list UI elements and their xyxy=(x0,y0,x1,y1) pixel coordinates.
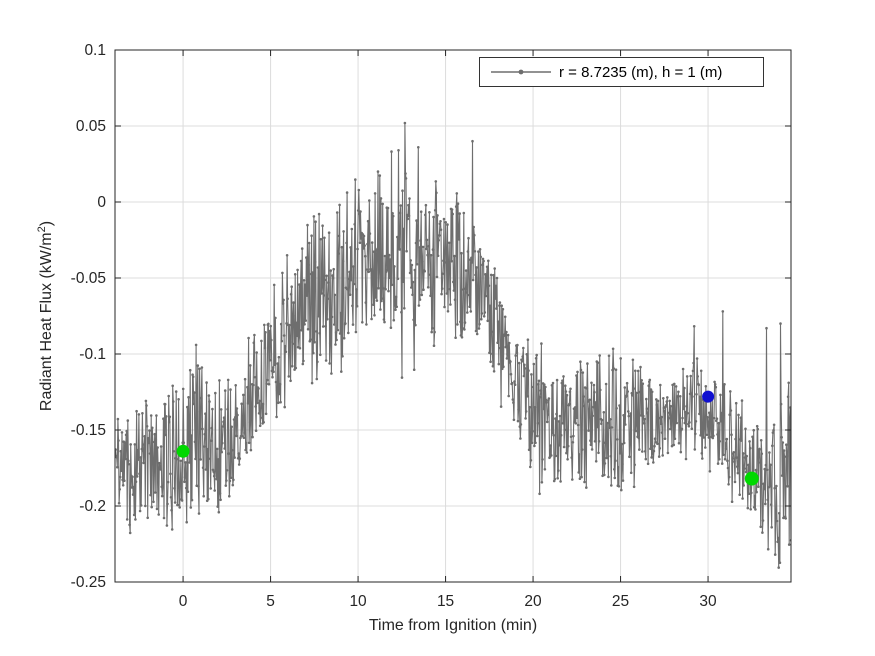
highlight-marker-start-green xyxy=(176,444,190,458)
y-axis-label-superscript: 2 xyxy=(35,226,48,233)
highlight-marker-t30-blue xyxy=(702,390,715,403)
legend[interactable]: r = 8.7235 (m), h = 1 (m) xyxy=(479,57,764,87)
axes-border xyxy=(114,49,792,583)
highlight-marker-end-green xyxy=(744,471,759,486)
y-tick-label: 0.1 xyxy=(84,42,106,59)
data-series-line xyxy=(115,122,791,568)
x-tick-label: 15 xyxy=(437,593,454,610)
data-series-group xyxy=(115,121,791,569)
x-tick-label: 20 xyxy=(524,593,542,610)
x-tick-label: 10 xyxy=(349,593,367,610)
y-tick-label: -0.25 xyxy=(71,574,106,591)
x-tick-label: 5 xyxy=(266,593,275,610)
y-tick-label: -0.2 xyxy=(79,498,106,515)
y-tick-label: -0.1 xyxy=(79,346,106,363)
x-tick-label: 25 xyxy=(612,593,629,610)
data-series-point-markers xyxy=(115,121,791,569)
y-tick-label: 0 xyxy=(97,194,106,211)
x-tick-label: 0 xyxy=(179,593,188,610)
y-axis-label-text: Radiant Heat Flux (kW/m xyxy=(38,232,56,412)
y-tick-label: -0.15 xyxy=(71,422,106,439)
y-axis-label: Radiant Heat Flux (kW/m2) xyxy=(36,221,56,411)
y-tick-label: -0.05 xyxy=(71,270,106,287)
x-axis-label: Time from Ignition (min) xyxy=(368,617,538,634)
y-tick-label: 0.05 xyxy=(76,118,106,135)
y-axis-label-suffix: ) xyxy=(38,220,56,227)
legend-entry-label: r = 8.7235 (m), h = 1 (m) xyxy=(559,63,723,81)
legend-line-sample-icon xyxy=(491,69,551,75)
x-tick-label: 30 xyxy=(699,593,717,610)
